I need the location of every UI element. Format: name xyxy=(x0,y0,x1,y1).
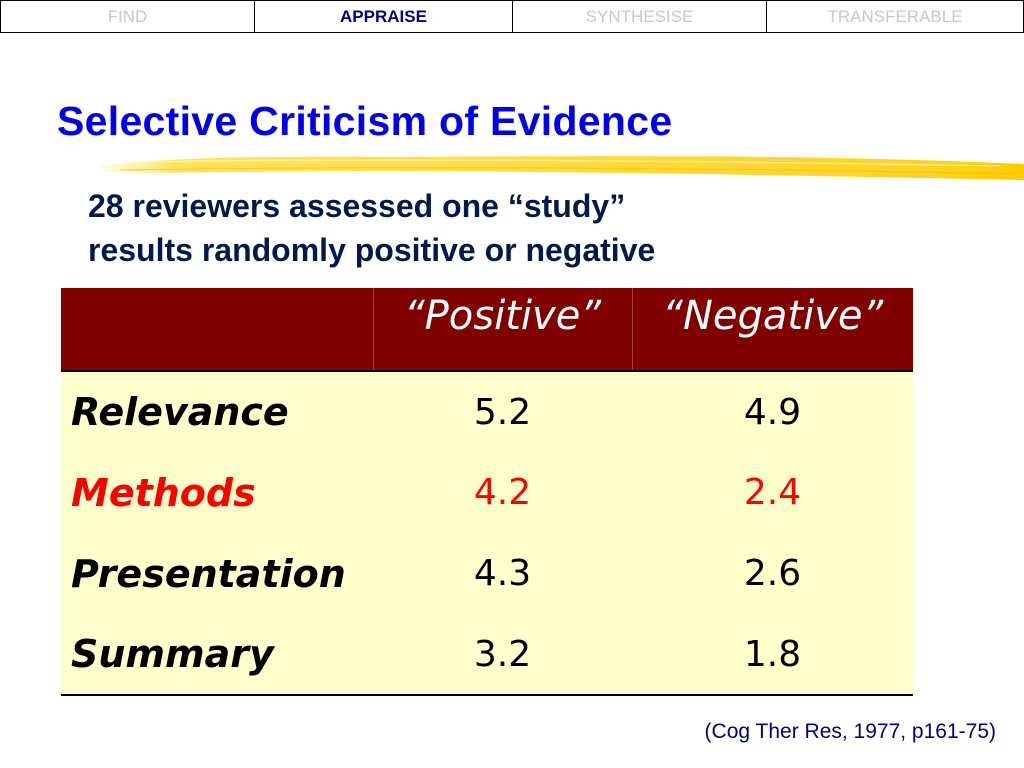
positive-value: 4.2 xyxy=(373,452,632,533)
positive-value: 3.2 xyxy=(373,614,632,696)
row-label: Summary xyxy=(61,614,373,696)
table-row: Presentation 4.3 2.6 xyxy=(61,533,913,614)
header-positive: “Positive” xyxy=(373,288,633,340)
slide-subtitle: 28 reviewers assessed one “study” result… xyxy=(88,184,655,272)
section-nav: FIND APPRAISE SYNTHESISE TRANSFERABLE xyxy=(0,0,1024,33)
positive-value: 4.3 xyxy=(373,533,632,614)
slide-title: Selective Criticism of Evidence xyxy=(57,98,673,144)
tab-transferable[interactable]: TRANSFERABLE xyxy=(827,6,963,26)
negative-value: 2.4 xyxy=(632,452,913,533)
subtitle-line-2: results randomly positive or negative xyxy=(88,232,656,268)
row-label: Presentation xyxy=(61,533,373,614)
negative-value: 2.6 xyxy=(632,533,913,614)
header-blank xyxy=(61,288,374,340)
negative-value: 4.9 xyxy=(632,371,913,452)
header-negative: “Negative” xyxy=(632,288,913,340)
negative-value: 1.8 xyxy=(632,614,913,696)
results-table: “Positive” “Negative” Relevance 5.2 4.9 … xyxy=(61,288,913,696)
highlighter-stroke xyxy=(100,156,1024,180)
table-row: Relevance 5.2 4.9 xyxy=(61,371,913,452)
tab-appraise[interactable]: APPRAISE xyxy=(255,1,513,32)
row-label: Relevance xyxy=(61,371,373,452)
tab-find[interactable]: FIND xyxy=(1,1,255,32)
row-label: Methods xyxy=(61,452,373,533)
subtitle-line-1: 28 reviewers assessed one “study” xyxy=(88,188,626,224)
header-spacer xyxy=(373,340,633,372)
positive-value: 5.2 xyxy=(373,371,632,452)
table-row: Methods 4.2 2.4 xyxy=(61,452,913,533)
tab-synthesise[interactable]: SYNTHESISE xyxy=(513,1,767,32)
header-spacer xyxy=(632,340,913,372)
header-spacer xyxy=(61,340,374,372)
table-row: Summary 3.2 1.8 xyxy=(61,614,913,696)
citation: (Cog Ther Res, 1977, p161-75) xyxy=(704,720,996,743)
